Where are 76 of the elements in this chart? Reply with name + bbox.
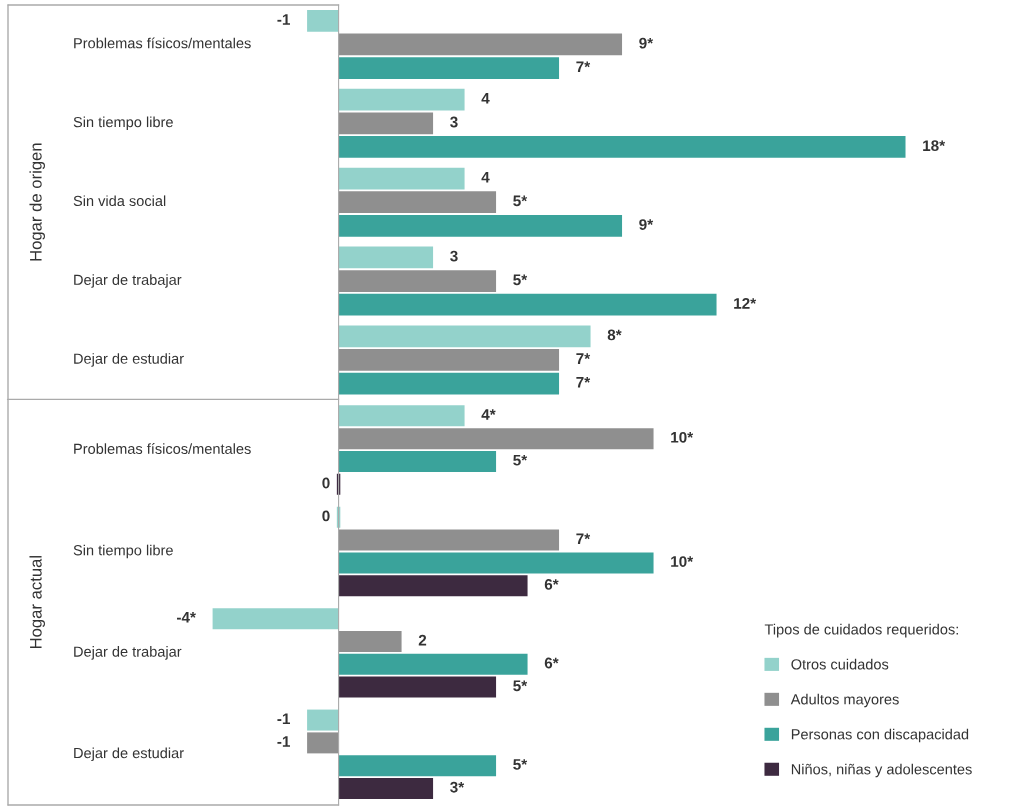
- bar: [338, 653, 528, 675]
- bar: [338, 575, 528, 597]
- legend-label: Personas con discapacidad: [791, 728, 969, 743]
- bar: [338, 372, 560, 395]
- y-tick-label: Dejar de trabajar: [74, 274, 182, 288]
- data-label: 6*: [544, 657, 559, 669]
- data-label: 6*: [544, 578, 559, 590]
- data-label: 3: [450, 250, 458, 262]
- bar: [338, 349, 560, 371]
- data-label: 4*: [481, 409, 496, 420]
- y-axis-title: Hogar actual: [29, 556, 45, 649]
- y-tick-label: Problemas físicos/mentales: [74, 443, 251, 454]
- data-label: 4: [481, 171, 490, 183]
- bar: [338, 191, 497, 214]
- bar: [338, 405, 465, 427]
- data-label: 2: [418, 634, 427, 646]
- bar: [338, 136, 906, 158]
- data-label: 12*: [734, 298, 757, 309]
- legend-label: Adultos mayores: [790, 693, 899, 708]
- data-label: 3*: [450, 781, 465, 793]
- data-label: 7*: [576, 533, 591, 545]
- data-label: 10*: [671, 556, 694, 567]
- data-label: 7*: [576, 61, 591, 73]
- data-label: -1: [277, 713, 290, 725]
- bar: [338, 167, 465, 190]
- data-label: 0: [322, 510, 330, 522]
- data-label: -4*: [177, 612, 196, 623]
- bar: [338, 778, 434, 800]
- y-tick-label: Problemas físicos/mentales: [74, 37, 251, 49]
- bar: [338, 755, 497, 777]
- data-label: 4: [481, 93, 490, 104]
- y-axis-title: Hogar de origen: [29, 143, 45, 261]
- bar: [338, 428, 654, 450]
- data-label: 5*: [513, 274, 528, 286]
- bar: [338, 676, 497, 698]
- bar: [307, 732, 339, 754]
- bar: [338, 57, 560, 79]
- bar: [307, 709, 339, 731]
- data-label: 10*: [671, 431, 694, 443]
- bar: [338, 630, 402, 652]
- bar: [307, 9, 339, 32]
- data-label: 18*: [923, 140, 946, 152]
- data-label: 8*: [607, 329, 622, 341]
- data-label: 5*: [513, 195, 528, 207]
- y-tick-label: Dejar de trabajar: [74, 646, 182, 660]
- data-label: 5*: [513, 680, 528, 692]
- bar: [338, 214, 623, 237]
- bar: [212, 608, 339, 630]
- data-label: -1: [277, 14, 290, 25]
- data-label: 7*: [576, 353, 591, 364]
- data-label: -1: [277, 736, 290, 747]
- data-label: 0: [322, 477, 330, 489]
- bar: [338, 112, 434, 135]
- bar: [338, 450, 497, 472]
- data-label: 5*: [513, 454, 528, 466]
- bar: [338, 552, 654, 574]
- bar: [338, 88, 465, 111]
- bar: [338, 293, 717, 316]
- legend-label: Niños, niñas y adolescentes: [791, 763, 972, 778]
- bar: [338, 325, 591, 348]
- y-tick-label: Dejar de estudiar: [74, 747, 184, 762]
- data-label: 3: [450, 116, 458, 128]
- y-tick-label: Sin tiempo libre: [73, 116, 173, 131]
- y-tick-label: Sin tiempo libre: [73, 544, 173, 559]
- data-label: 9*: [639, 37, 654, 49]
- y-tick-label: Sin vida social: [73, 195, 166, 207]
- y-tick-label: Dejar de estudiar: [74, 353, 184, 367]
- bar: [338, 246, 434, 269]
- bar: [338, 270, 497, 292]
- bar: [338, 33, 623, 56]
- legend-title: Tipos de cuidados requeridos:: [764, 623, 958, 638]
- data-label: 9*: [639, 219, 654, 230]
- legend-label: Otros cuidados: [791, 658, 889, 670]
- bar: [338, 529, 560, 551]
- data-label: 5*: [513, 759, 528, 770]
- data-label: 7*: [576, 377, 591, 388]
